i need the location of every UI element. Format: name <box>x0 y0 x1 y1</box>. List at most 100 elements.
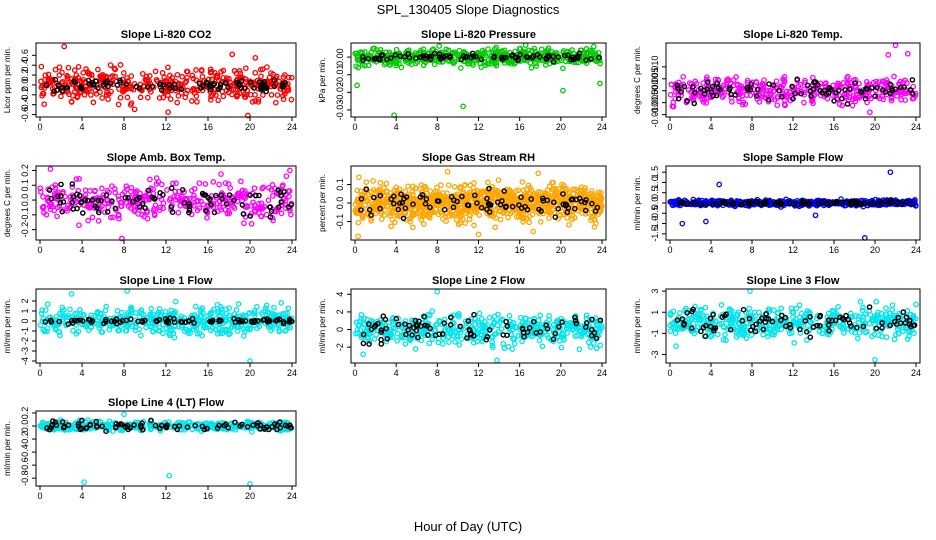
data-point <box>533 63 540 69</box>
data-point <box>849 102 856 109</box>
data-point <box>560 211 567 218</box>
hourly-point <box>727 85 733 91</box>
data-point <box>198 67 205 73</box>
data-point <box>852 83 858 89</box>
data-point <box>70 327 76 334</box>
data-point <box>107 74 114 80</box>
hourly-point <box>358 207 364 213</box>
outlier-point <box>494 357 500 364</box>
data-point <box>391 219 398 226</box>
hourly-point <box>275 204 282 210</box>
y-tick-label: -0.03 <box>335 100 345 121</box>
data-point <box>251 185 258 192</box>
x-tick-label: 4 <box>394 368 399 378</box>
data-point <box>271 304 277 311</box>
outlier-point <box>867 109 873 116</box>
hourly-point <box>450 204 457 211</box>
data-point <box>188 187 195 194</box>
data-point <box>114 307 121 314</box>
outlier-point <box>355 233 361 240</box>
data-point <box>167 195 174 202</box>
x-tick-label: 12 <box>473 368 483 378</box>
y-axis-label: ml/min per min. <box>318 299 327 354</box>
hourly-point <box>486 209 493 215</box>
data-point <box>285 85 292 92</box>
outlier-point <box>703 218 709 225</box>
x-tick-label: 24 <box>911 122 921 132</box>
data-point <box>499 195 505 201</box>
data-point <box>353 63 359 70</box>
data-point <box>405 183 411 190</box>
hourly-point <box>238 85 244 91</box>
hourly-point <box>80 210 86 216</box>
hourly-point <box>833 89 839 96</box>
data-point <box>127 199 133 206</box>
data-point <box>680 73 687 80</box>
hourly-point <box>675 85 681 91</box>
hourly-point <box>133 83 140 90</box>
data-point <box>254 303 260 310</box>
hourly-point <box>98 197 104 204</box>
data-point <box>385 51 392 57</box>
y-axis-label: degrees C per min. <box>3 169 12 237</box>
data-point <box>109 183 115 189</box>
data-point <box>529 48 536 55</box>
data-point <box>249 99 256 105</box>
data-point <box>88 92 94 98</box>
data-point <box>353 210 359 216</box>
data-point <box>597 60 603 67</box>
y-tick-label: -0.2 <box>20 87 30 103</box>
x-axis: 0 4 8 12 16 20 24 <box>37 363 297 378</box>
hourly-point <box>380 313 387 320</box>
data-point <box>274 92 281 98</box>
data-point <box>85 217 91 224</box>
data-point <box>209 92 216 99</box>
hourly-point <box>117 77 123 84</box>
data-point <box>288 96 295 103</box>
data-point <box>420 221 427 227</box>
data-point <box>888 97 895 104</box>
data-point <box>368 217 375 224</box>
data-point <box>175 93 182 99</box>
data-point <box>255 96 262 103</box>
data-point <box>115 193 122 200</box>
outlier-point <box>535 170 542 177</box>
data-point <box>191 195 197 202</box>
data-point <box>801 99 807 106</box>
data-point <box>193 67 199 73</box>
data-point <box>511 340 518 347</box>
data-point <box>46 79 53 86</box>
hourly-point <box>540 195 546 202</box>
data-point <box>52 185 59 191</box>
y-tick-label: -0.2 <box>20 222 30 238</box>
data-point <box>242 188 248 194</box>
data-point <box>569 216 576 223</box>
hourly-point <box>516 202 522 208</box>
data-point <box>147 176 153 183</box>
data-point <box>491 46 498 53</box>
data-point <box>768 95 775 102</box>
hourly-point <box>363 186 370 193</box>
hourly-point <box>186 209 192 216</box>
panel-title: Slope Line 1 Flow <box>120 275 213 287</box>
data-point <box>160 94 167 101</box>
data-point <box>844 80 851 87</box>
hourly-point <box>487 202 494 208</box>
data-point <box>394 338 401 344</box>
hourly-point <box>201 192 207 198</box>
data-point <box>170 180 176 187</box>
hourly-point <box>428 53 435 60</box>
hourly-point <box>225 84 231 91</box>
figure-title: SPL_130405 Slope Diagnostics <box>377 2 560 17</box>
hourly-point <box>560 201 567 208</box>
hourly-point <box>130 198 136 205</box>
outlier-point <box>354 82 360 89</box>
x-tick-label: 8 <box>435 245 440 255</box>
data-point <box>704 95 711 101</box>
hourly-point <box>551 199 557 206</box>
data-point <box>59 79 66 85</box>
hourly-point <box>158 87 165 93</box>
data-point <box>38 63 45 70</box>
data-point <box>117 94 124 101</box>
y-tick-label: -3 <box>20 347 30 355</box>
